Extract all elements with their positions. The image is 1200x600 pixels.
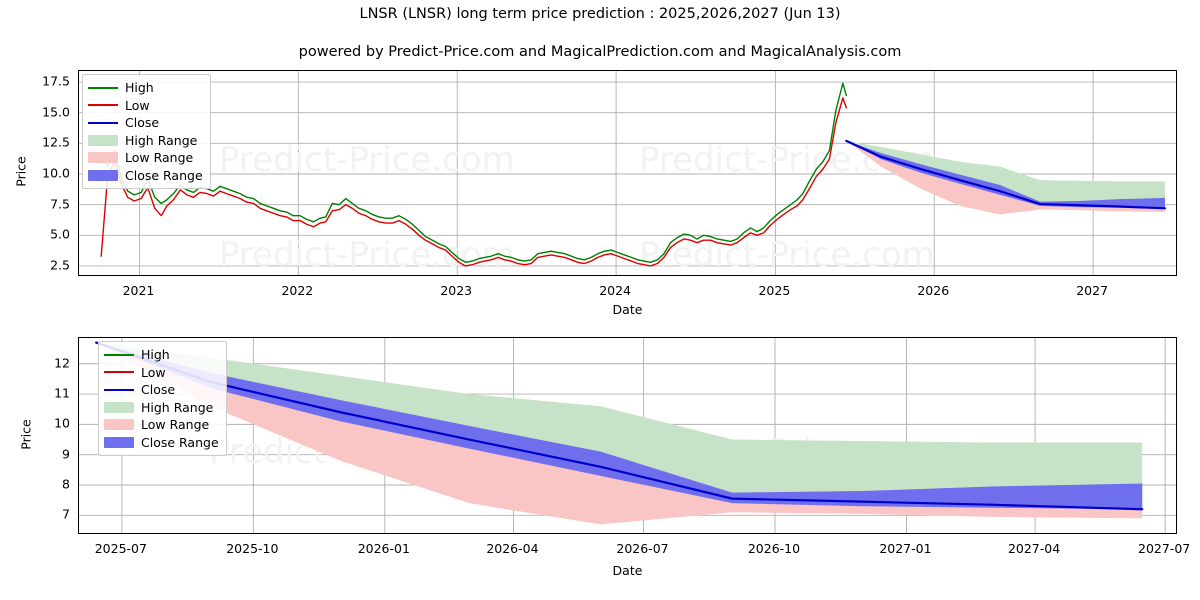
- x-tick-label: 2027-01: [879, 541, 932, 556]
- overview-chart-svg: Predict-Price.com Predict-Price.com Predic…: [79, 71, 1176, 275]
- y-tick-label: 2.5: [50, 257, 70, 273]
- legend-label: Close Range: [141, 434, 219, 450]
- legend-label: High Range: [141, 399, 214, 415]
- x-tick-label: 2021: [122, 283, 155, 298]
- x-tick-label: 2024: [599, 283, 631, 298]
- x-tick-label: 2026-10: [747, 541, 801, 556]
- x-tick-label: 2026-07: [616, 541, 669, 556]
- y-tick-label: 11: [54, 385, 70, 401]
- legend-label: Low: [125, 97, 150, 113]
- y-tick-label: 9: [62, 446, 70, 462]
- x-tick-label: 2025: [758, 283, 791, 298]
- legend-swatch-close-icon: [88, 117, 118, 129]
- y-tick-label: 8: [62, 476, 70, 492]
- legend-swatch-low-range-icon: [104, 419, 134, 431]
- x-tick-label: 2026-04: [486, 541, 539, 556]
- legend-label: Low Range: [125, 150, 194, 166]
- legend-item-low: Low: [104, 364, 219, 382]
- svg-text:Predict-Price.com: Predict-Price.com: [639, 235, 935, 275]
- legend-swatch-close-icon: [104, 384, 134, 396]
- legend-label: Low Range: [141, 417, 210, 433]
- x-tick-label: 2025-07: [94, 541, 147, 556]
- y-tick-label: 12.5: [42, 134, 70, 150]
- legend-label: Low: [141, 364, 166, 380]
- y-tick-label: 7: [62, 506, 70, 522]
- x-tick-label: 2027-04: [1007, 541, 1061, 556]
- legend-label: Close: [125, 115, 160, 131]
- legend-item-low-range: Low Range: [88, 149, 203, 167]
- svg-text:Predict-Price.com: Predict-Price.com: [219, 140, 515, 180]
- legend-label: Close: [141, 382, 176, 398]
- legend-swatch-high-icon: [104, 349, 134, 361]
- legend-item-high: High: [88, 79, 203, 97]
- x-tick-label: 2023: [440, 283, 473, 298]
- legend-swatch-high-range-icon: [104, 401, 134, 413]
- legend-item-close-range: Close Range: [104, 434, 219, 452]
- legend-item-high-range: High Range: [104, 399, 219, 417]
- legend-label: Close Range: [125, 167, 203, 183]
- y-tick-label: 10: [54, 415, 70, 431]
- legend-swatch-low-icon: [104, 366, 134, 378]
- y-tick-label: 7.5: [50, 196, 70, 212]
- page-subtitle: powered by Predict-Price.com and Magical…: [298, 44, 902, 60]
- y-tick-label: 10.0: [42, 165, 70, 181]
- x-tick-label: 2025-10: [226, 541, 279, 556]
- legend-swatch-close-range-icon: [88, 169, 118, 181]
- legend-item-close: Close: [104, 381, 219, 399]
- x-axis-label-overview: Date: [612, 302, 643, 317]
- legend-swatch-high-icon: [88, 82, 118, 94]
- legend-detail: High Low Close High Range Low Range Close Ran…: [98, 341, 227, 456]
- x-tick-label: 2027: [1076, 283, 1109, 298]
- x-tick-label: 2027-07: [1138, 541, 1191, 556]
- legend-label: High Range: [125, 132, 198, 148]
- legend-swatch-close-range-icon: [104, 436, 134, 448]
- x-tick-label: 2022: [281, 283, 314, 298]
- svg-text:Predict-Price.com: Predict-Price.com: [219, 235, 515, 275]
- legend-overview: High Low Close High Range Low Range Close Ran…: [82, 74, 211, 189]
- legend-swatch-high-range-icon: [88, 134, 118, 146]
- x-axis-label-detail: Date: [612, 563, 643, 578]
- y-tick-label: 5.0: [50, 226, 70, 242]
- legend-label: High: [125, 80, 154, 96]
- legend-item-high-range: High Range: [88, 132, 203, 150]
- legend-item-close-range: Close Range: [88, 167, 203, 185]
- legend-label: High: [141, 347, 170, 363]
- y-tick-label: 15.0: [42, 104, 70, 120]
- y-tick-label: 12: [54, 355, 70, 371]
- x-tick-label: 2026: [917, 283, 950, 298]
- legend-item-close: Close: [88, 114, 203, 132]
- y-tick-label: 17.5: [42, 73, 70, 89]
- legend-swatch-low-range-icon: [88, 152, 118, 164]
- legend-item-low-range: Low Range: [104, 416, 219, 434]
- overview-chart-plot: Predict-Price.com Predict-Price.com Predic…: [78, 70, 1177, 276]
- legend-swatch-low-icon: [88, 99, 118, 111]
- legend-item-low: Low: [88, 97, 203, 115]
- legend-item-high: High: [104, 346, 219, 364]
- page-title: LNSR (LNSR) long term price prediction :…: [359, 6, 841, 22]
- x-tick-label: 2026-01: [357, 541, 410, 556]
